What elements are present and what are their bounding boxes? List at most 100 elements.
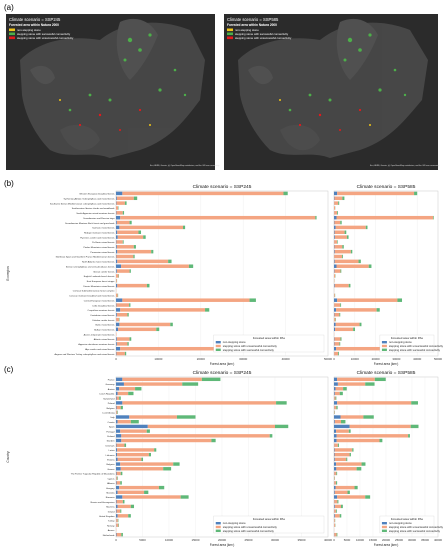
- country-bar-successful: [336, 471, 338, 476]
- ecoregion-bar-successful: [129, 269, 131, 273]
- ecoregion-bar-unsuccessful: [334, 342, 340, 346]
- country-category-label: Albania: [107, 482, 115, 485]
- ecoregion-bar-successful: [170, 322, 173, 327]
- ecoregion-bar-unsuccessful: [116, 206, 119, 210]
- country-category-label: Switzerland: [103, 397, 115, 400]
- country-x-tick-label: 10000: [356, 538, 364, 542]
- country-legend-entry: non-stepping stone: [223, 521, 246, 525]
- country-legend-entry: stepping stone with unsuccessful connect…: [223, 525, 278, 529]
- ecoregion-bar-unsuccessful: [334, 337, 341, 341]
- country-bar-unsuccessful: [116, 396, 120, 400]
- country-bar-successful: [374, 377, 386, 382]
- ecoregion-category-label: Cantabrian mixed forests: [90, 314, 115, 317]
- country-bar-successful: [269, 434, 273, 438]
- map-ssp245-subtitle: Forested area within Natura 2000: [9, 23, 59, 27]
- country-bar-non-stepping: [116, 438, 122, 443]
- ecoregion-category-label: Crimean Submediterranean forest complex: [73, 290, 116, 293]
- ecoregion-legend-frame: [213, 334, 325, 353]
- ecoregion-x-tick-label: 0: [333, 357, 335, 361]
- panel-a-label: (a): [4, 3, 14, 12]
- ecoregion-facet-right-title: Climate scenario = SSP585: [357, 184, 416, 190]
- country-legend-entry: stepping stone with successful connectiv…: [223, 529, 275, 533]
- ecoregion-bar-successful: [348, 283, 351, 288]
- ecoregion-bar-successful: [133, 245, 136, 249]
- country-category-label: Belgium: [107, 408, 115, 410]
- ecoregion-bar-non-stepping: [334, 298, 338, 302]
- ecoregion-bar-non-stepping: [116, 342, 117, 346]
- country-bar-unsuccessful: [334, 471, 337, 476]
- country-legend-entry: stepping stone with unsuccessful connect…: [389, 525, 443, 529]
- ecoregion-bar-non-stepping: [334, 191, 338, 196]
- map-ssp585-land: [238, 18, 428, 159]
- country-bar-successful: [182, 382, 199, 386]
- country-bar-successful: [120, 509, 122, 513]
- country-legend-swatch: [215, 525, 221, 529]
- map-ssp245-legend-swatch-successful: [9, 32, 15, 36]
- country-bar-unsuccessful: [116, 471, 121, 476]
- country-bar-successful: [148, 452, 151, 457]
- panel-b-label: (b): [4, 179, 14, 188]
- ecoregion-category-label: Tyrrhenian-Adriatic Sclerophyllous and m…: [63, 197, 115, 200]
- ecoregion-legend-entry: non-stepping stone: [223, 340, 246, 344]
- ecoregion-bar-non-stepping: [116, 196, 117, 201]
- map-ssp245-legend-swatch-unsuccessful: [9, 36, 15, 40]
- ecoregion-bar-unsuccessful: [118, 327, 157, 332]
- map-ssp585-legend-swatch-non-stepping: [227, 28, 233, 32]
- country-bar-non-stepping: [116, 457, 118, 462]
- ecoregion-category-label: Iberian sclerophyllous and semi-deciduou…: [66, 265, 115, 268]
- country-bar-unsuccessful: [117, 490, 145, 494]
- country-bar-unsuccessful: [119, 387, 136, 391]
- ecoregion-legend-title: Forested area within PAs: [253, 336, 286, 340]
- country-bar-successful: [154, 448, 157, 452]
- country-bar-non-stepping: [334, 434, 337, 438]
- country-bar-non-stepping: [116, 467, 121, 471]
- country-bar-successful: [349, 452, 351, 457]
- ecoregion-bar-successful: [358, 259, 361, 264]
- country-category-label: Estonia: [107, 459, 115, 462]
- country-x-tick-label: 40000: [434, 538, 442, 542]
- country-bar-non-stepping: [116, 452, 118, 457]
- ecoregion-bar-successful: [344, 230, 347, 234]
- country-bar-unsuccessful: [349, 424, 411, 429]
- ecoregion-bar-successful: [414, 191, 418, 196]
- country-bar-successful: [135, 387, 142, 391]
- country-bar-non-stepping: [116, 504, 118, 509]
- ecoregion-bar-non-stepping: [116, 327, 119, 332]
- country-bar-non-stepping: [334, 429, 337, 433]
- country-category-label: Netherlands: [103, 534, 116, 537]
- country-bar-unsuccessful: [129, 415, 177, 419]
- country-bar-non-stepping: [116, 532, 117, 537]
- ecoregion-bar-successful: [127, 313, 129, 317]
- country-x-tick-label: 35000: [421, 538, 429, 542]
- ecoregion-bar-unsuccessful: [334, 206, 336, 210]
- ecoregion-bar-successful: [337, 211, 338, 215]
- country-bar-non-stepping: [116, 387, 120, 391]
- country-bar-successful: [201, 377, 221, 382]
- country-category-label: Greece: [107, 468, 115, 471]
- ecoregion-legend-left: Forested area within PAs non-stepping sto…: [213, 334, 325, 353]
- map-ssp585-legend-swatch-unsuccessful: [227, 36, 233, 40]
- ecoregion-bar-non-stepping: [116, 215, 121, 220]
- ecoregion-legend-entry: stepping stone with unsuccessful connect…: [389, 344, 443, 348]
- ecoregion-bar-successful: [133, 254, 135, 259]
- country-bar-unsuccessful: [116, 532, 122, 537]
- ecoregion-bar-unsuccessful: [334, 269, 341, 273]
- ecoregion-bar-successful: [146, 283, 150, 288]
- ecoregion-bar-unsuccessful: [117, 235, 144, 239]
- ecoregion-legend-swatch: [215, 341, 221, 344]
- ecoregion-facet-right: Climate scenario = SSP585 0 10000 20000 3000…: [333, 184, 443, 366]
- ecoregion-bar-successful: [249, 298, 256, 302]
- country-category-label: Latvia: [109, 449, 116, 452]
- ecoregion-bar-successful: [346, 235, 349, 239]
- country-bar-non-stepping: [116, 448, 118, 452]
- ecoregion-x-tick-label: 50000: [434, 357, 442, 361]
- ecoregion-bar-successful: [188, 264, 194, 268]
- country-bar-successful: [361, 462, 366, 466]
- country-bar-unsuccessful: [337, 401, 412, 405]
- country-bar-successful: [117, 518, 119, 523]
- ecoregion-category-label: Rodope montane mixed forests: [84, 231, 115, 234]
- ecoregion-bar-non-stepping: [334, 259, 335, 264]
- country-bar-unsuccessful: [123, 382, 183, 386]
- country-bar-successful: [117, 476, 118, 480]
